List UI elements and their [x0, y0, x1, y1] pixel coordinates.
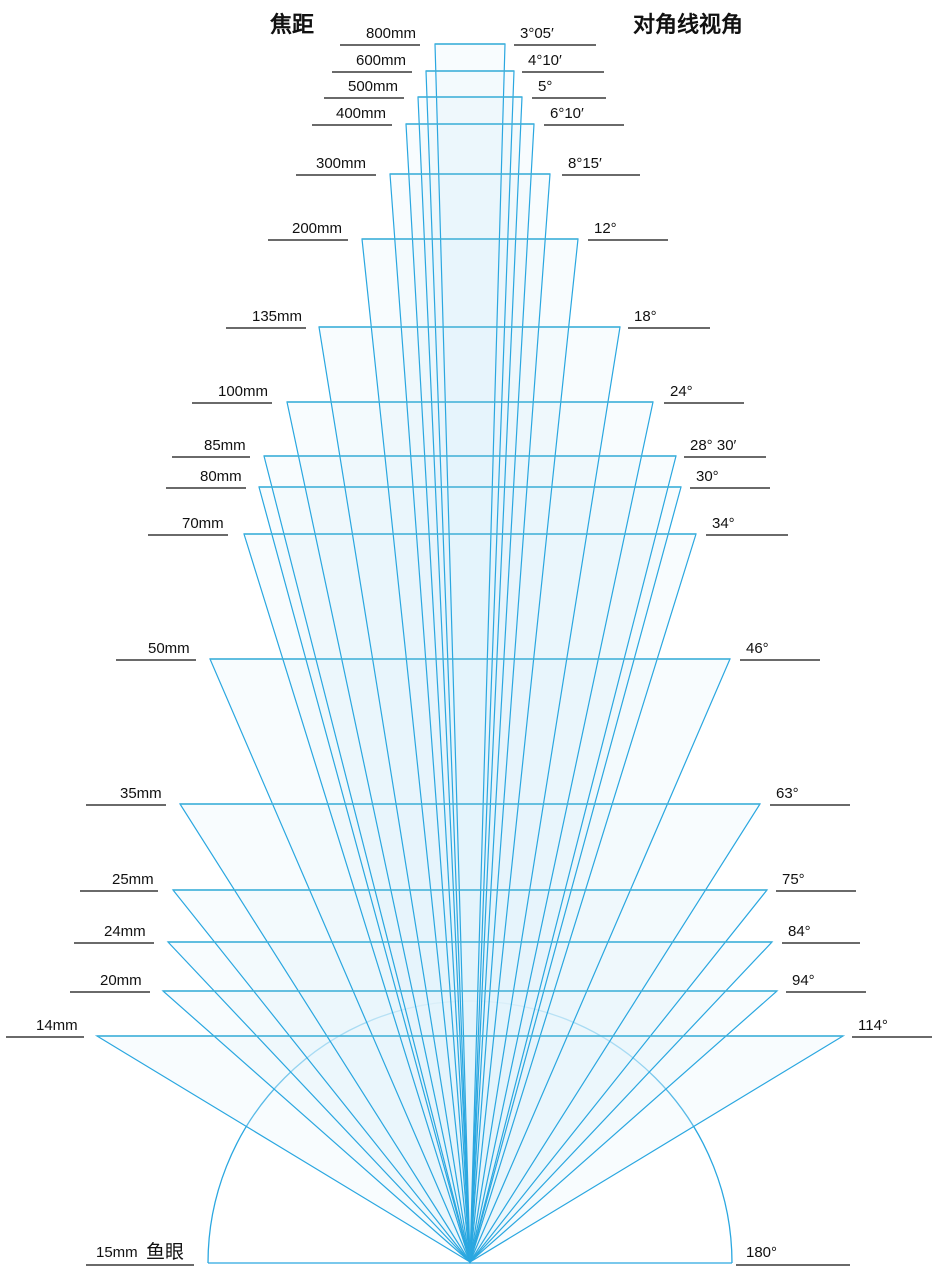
focal-length-heading: 焦距	[269, 12, 314, 38]
view-angle-label: 46°	[746, 640, 769, 657]
view-angle-label: 5°	[538, 78, 552, 95]
focal-length-label: 50mm	[148, 640, 190, 657]
focal-length-label: 100mm	[218, 383, 268, 400]
fisheye-focal-label: 15mm	[96, 1244, 138, 1261]
fisheye-suffix-label: 鱼眼	[146, 1241, 184, 1263]
focal-length-label: 14mm	[36, 1017, 78, 1034]
focal-length-label: 35mm	[120, 785, 162, 802]
focal-length-label: 600mm	[356, 52, 406, 69]
focal-length-label: 20mm	[100, 972, 142, 989]
view-angle-label: 63°	[776, 785, 799, 802]
view-angle-label: 12°	[594, 220, 617, 237]
focal-length-label: 400mm	[336, 105, 386, 122]
focal-length-label: 24mm	[104, 923, 146, 940]
focal-length-label: 135mm	[252, 308, 302, 325]
fisheye-angle-label: 180°	[746, 1244, 777, 1261]
view-angle-label: 3°05′	[520, 25, 554, 42]
focal-length-label: 800mm	[366, 25, 416, 42]
lens-wedges	[94, 43, 846, 1265]
view-angle-label: 75°	[782, 871, 805, 888]
fisheye-arc	[207, 1000, 733, 1264]
focal-length-label: 500mm	[348, 78, 398, 95]
view-angle-label: 84°	[788, 923, 811, 940]
view-angle-heading: 对角线视角	[633, 12, 743, 38]
focal-length-label: 70mm	[182, 515, 224, 532]
focal-length-label: 25mm	[112, 871, 154, 888]
view-angle-label: 34°	[712, 515, 735, 532]
focal-length-label: 300mm	[316, 155, 366, 172]
view-angle-label: 4°10′	[528, 52, 562, 69]
focal-length-label: 85mm	[204, 437, 246, 454]
view-angle-label: 30°	[696, 468, 719, 485]
view-angle-label: 6°10′	[550, 105, 584, 122]
focal-length-label: 200mm	[292, 220, 342, 237]
view-angle-label: 8°15′	[568, 155, 602, 172]
focal-length-label: 80mm	[200, 468, 242, 485]
lens-labels: 800mm 3°05′ 600mm 4°10′ 500mm 5° 400mm 6°10′ 300…	[6, 25, 932, 1038]
view-angle-label: 24°	[670, 383, 693, 400]
view-angle-label: 28° 30′	[690, 437, 737, 454]
view-angle-label: 114°	[858, 1017, 888, 1034]
view-angle-label: 18°	[634, 308, 657, 325]
view-angle-label: 94°	[792, 972, 815, 989]
